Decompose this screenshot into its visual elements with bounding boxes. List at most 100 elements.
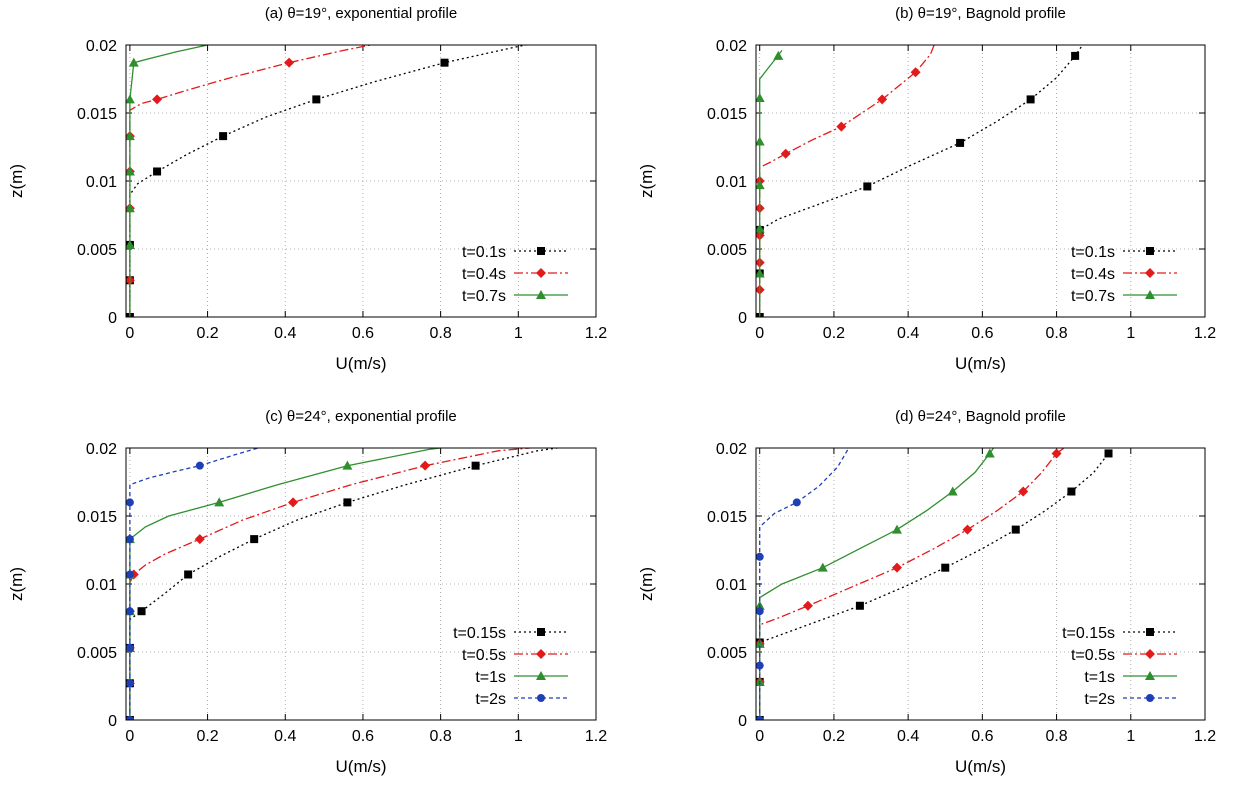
x-tick-label: 0.6 [971,728,993,745]
legend-item: t=2s [475,691,568,708]
data-point [184,570,193,579]
x-tick-label: 0.6 [352,728,374,745]
y-tick-label: 0.01 [716,174,747,191]
x-tick-label: 0.8 [430,728,452,745]
y-tick-label: 0.015 [707,509,747,526]
legend-item: t=0.7s [1071,288,1177,305]
data-point [947,486,958,496]
chart-panel-4: (d) θ=24°, Bagnold profile 0 0.2 0.4 0.6 0.8 1… [637,408,1216,776]
data-point [440,58,449,67]
y-tick-label: 0.005 [707,645,747,662]
data-point [250,535,259,544]
legend-marker [1145,268,1155,278]
y-axis-label: z(m) [7,567,26,601]
legend-label: t=0.7s [1071,288,1115,305]
data-point [194,534,205,545]
data-point [342,460,353,470]
data-point [214,497,225,507]
x-tick-label: 1 [514,728,523,745]
data-point [1067,487,1076,496]
x-tick-label: 0.6 [352,325,374,342]
data-point [1104,449,1113,458]
y-tick-label: 0.01 [86,577,117,594]
legend-label: t=1s [1084,669,1115,686]
chart-title: (d) θ=24°, Bagnold profile [895,408,1066,425]
x-axis-label: U(m/s) [336,757,387,776]
series-t=0.7s [756,50,784,317]
legend-label: t=2s [1084,691,1115,708]
y-tick-label: 0.02 [86,38,117,55]
series-line [759,448,850,720]
data-point [126,203,135,213]
x-tick-label: 0.6 [971,325,993,342]
data-point [756,661,764,670]
data-point [152,94,163,105]
legend-marker [537,247,545,255]
legend-label: t=0.7s [462,288,506,305]
legend-marker [1146,628,1154,636]
legend-item: t=1s [1084,669,1177,686]
plot-frame [125,44,597,318]
x-tick-label: 1.2 [585,325,607,342]
data-point [128,57,139,67]
data-point [126,498,134,507]
data-point [195,461,204,470]
y-tick-label: 0.01 [716,577,747,594]
data-point [756,257,765,268]
data-point [756,284,765,295]
data-point [471,461,480,470]
data-point [773,50,784,60]
y-tick-label: 0.015 [77,509,117,526]
data-point [792,498,801,507]
data-point [219,132,228,141]
y-tick-label: 0.01 [86,174,117,191]
legend-marker [1146,247,1154,255]
y-tick-label: 0 [738,713,747,730]
series-t=0.15s [756,448,1113,720]
x-tick-label: 0 [755,325,764,342]
data-point [420,460,431,471]
legend-label: t=0.15s [1062,625,1115,642]
x-tick-label: 0 [125,728,134,745]
series-t=1s [756,448,995,720]
series-line [759,448,1065,720]
series-line [129,45,371,317]
data-point [892,562,903,573]
data-point [962,524,973,535]
plot-frame [755,447,1206,721]
legend-item: t=0.5s [462,647,568,664]
legend-label: t=0.5s [462,647,506,664]
y-tick-label: 0.02 [86,441,117,458]
x-tick-label: 1 [514,325,523,342]
data-point [984,448,995,458]
y-tick-label: 0 [738,310,747,327]
data-point [126,239,135,249]
series-t=0.4s [126,45,371,317]
x-tick-label: 0.2 [196,728,218,745]
legend-label: t=0.4s [462,266,506,283]
data-point [780,148,791,159]
data-point [877,94,888,105]
chart-panel-3: (c) θ=24°, exponential profile 0 0.2 0.4 0.6… [7,408,607,776]
data-point [802,600,813,611]
legend-item: t=0.15s [453,625,568,642]
data-point [756,223,765,233]
data-point [756,230,765,241]
legend-label: t=0.15s [453,625,506,642]
legend-label: t=0.4s [1071,266,1115,283]
x-tick-label: 0.8 [1045,728,1067,745]
data-point [892,524,903,534]
data-point [756,716,764,720]
data-point [343,498,352,507]
y-axis-label: z(m) [637,164,656,198]
legend-item: t=0.4s [462,266,568,283]
series-t=0.1s [756,45,1084,317]
y-tick-label: 0.02 [716,38,747,55]
legend-marker [1145,671,1155,680]
series-t=0.5s [756,448,1065,720]
x-tick-label: 1.2 [585,728,607,745]
x-tick-label: 1.2 [1194,325,1216,342]
chart-title: (b) θ=19°, Bagnold profile [895,5,1066,22]
x-axis-label: U(m/s) [955,757,1006,776]
